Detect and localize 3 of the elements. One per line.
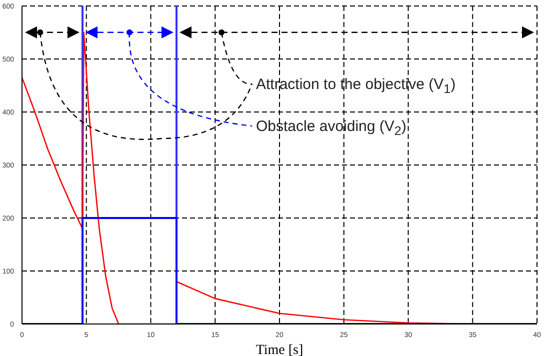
annotation: Attraction to the objective (V$_{1}$) [256, 76, 456, 96]
x-axis-title: Time [s] [256, 343, 304, 356]
annotation: Obstacle avoiding (V$_{2}$) [256, 118, 406, 138]
